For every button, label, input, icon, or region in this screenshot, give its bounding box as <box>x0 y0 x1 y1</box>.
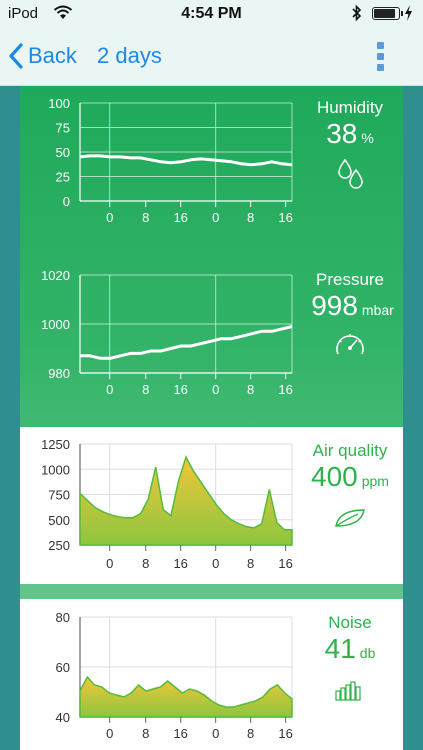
page-title: 2 days <box>97 43 162 68</box>
humidity-series-line <box>79 154 293 167</box>
humidity-x-tick-label: 16 <box>173 210 187 225</box>
pressure-y-tick-label: 980 <box>48 366 70 381</box>
menu-dot <box>377 42 384 49</box>
air-quality-label: Air quality <box>312 441 388 460</box>
humidity-chart: 100 75 50 25 0 0 8 16 0 8 16 <box>20 86 300 240</box>
noise-x-tick-label: 16 <box>173 726 187 741</box>
noise-x-tick-label: 16 <box>278 726 292 741</box>
humidity-x-tick-label: 8 <box>247 210 254 225</box>
humidity-y-tick-label: 0 <box>63 194 70 209</box>
air-quality-chart-svg: 1250 1000 750 500 250 0 8 16 0 8 16 <box>41 437 293 571</box>
humidity-x-tick-label: 8 <box>142 210 149 225</box>
humidity-panel[interactable]: 100 75 50 25 0 0 8 16 0 8 16 Humidity 38% <box>20 86 403 240</box>
noise-label: Noise <box>328 613 372 632</box>
pressure-series-line <box>80 325 293 360</box>
pressure-y-tick-label: 1020 <box>41 268 70 283</box>
air-quality-x-tick-label: 16 <box>278 556 292 571</box>
vertical-dots-menu-icon[interactable] <box>372 40 390 72</box>
noise-series-area <box>79 675 293 718</box>
humidity-value: 38 <box>326 118 358 149</box>
humidity-x-tick-label: 0 <box>106 210 113 225</box>
humidity-chart-svg: 100 75 50 25 0 0 8 16 0 8 16 <box>48 96 293 225</box>
pressure-chart: 1020 1000 980 0 8 16 0 8 16 <box>20 258 300 410</box>
gauge-icon <box>336 334 364 355</box>
noise-x-tick-label: 8 <box>247 726 254 741</box>
battery-icon <box>372 7 400 20</box>
noise-chart: 80 60 40 0 8 16 0 8 16 <box>20 599 300 750</box>
leaf-icon <box>335 509 365 527</box>
air-quality-value-block: 400 ppm <box>290 461 410 493</box>
humidity-y-tick-label: 100 <box>48 96 70 111</box>
pressure-x-tick-label: 0 <box>106 382 113 397</box>
air-quality-x-tick-label: 0 <box>212 556 219 571</box>
humidity-y-tick-label: 25 <box>56 170 70 185</box>
air-quality-series-area <box>79 455 293 546</box>
pressure-x-tick-label: 16 <box>278 382 292 397</box>
status-bar: iPod 4:54 PM <box>0 0 423 28</box>
air-quality-x-tick-label: 16 <box>173 556 187 571</box>
noise-chart-svg: 80 60 40 0 8 16 0 8 16 <box>56 610 293 741</box>
chevron-left-icon <box>9 43 23 69</box>
back-label: Back <box>28 43 77 68</box>
battery-tip <box>401 11 403 16</box>
air-quality-y-tick-label: 1250 <box>41 437 70 452</box>
air-quality-y-tick-label: 750 <box>48 488 70 503</box>
pressure-panel[interactable]: 1020 1000 980 0 8 16 0 8 16 Pressure 998 mbar <box>20 258 403 410</box>
humidity-value-block: 38% <box>290 118 410 150</box>
humidity-y-tick-label: 75 <box>56 121 70 136</box>
air-quality-value: 400 <box>311 461 358 492</box>
humidity-y-tick-label: 50 <box>56 145 70 160</box>
pressure-x-tick-label: 8 <box>247 382 254 397</box>
air-quality-x-tick-label: 8 <box>247 556 254 571</box>
wifi-icon <box>53 5 73 19</box>
bluetooth-icon <box>352 4 362 22</box>
humidity-unit: % <box>361 130 374 146</box>
air-quality-unit: ppm <box>361 473 389 489</box>
air-quality-y-tick-label: 500 <box>48 513 70 528</box>
pressure-x-tick-label: 16 <box>173 382 187 397</box>
pressure-value-block: 998 mbar <box>290 290 415 322</box>
back-button[interactable]: Back <box>8 40 77 72</box>
humidity-x-tick-label: 16 <box>278 210 292 225</box>
noise-x-tick-label: 8 <box>142 726 149 741</box>
humidity-label: Humidity <box>316 98 384 117</box>
noise-value: 41 <box>324 633 356 664</box>
air-quality-panel[interactable]: 1250 1000 750 500 250 0 8 16 0 8 16 Air quality 40… <box>20 427 403 584</box>
bar-graph-icon <box>335 681 361 701</box>
pressure-label: Pressure <box>315 270 385 289</box>
noise-y-tick-label: 40 <box>56 710 70 725</box>
noise-unit: db <box>359 645 376 661</box>
noise-y-tick-label: 60 <box>56 660 70 675</box>
humidity-x-tick-label: 0 <box>212 210 219 225</box>
noise-x-tick-label: 0 <box>212 726 219 741</box>
noise-panel[interactable]: 80 60 40 0 8 16 0 8 16 Noise 41 db <box>20 599 403 750</box>
carrier-name: iPod <box>8 5 39 22</box>
pressure-y-tick-label: 1000 <box>41 317 70 332</box>
water-drops-icon <box>338 158 363 189</box>
pressure-unit: mbar <box>361 302 394 318</box>
pressure-x-tick-label: 8 <box>142 382 149 397</box>
charging-icon <box>405 5 412 21</box>
noise-x-tick-label: 0 <box>106 726 113 741</box>
menu-dot <box>377 53 384 60</box>
noise-value-block: 41 db <box>290 633 410 665</box>
menu-dot <box>377 64 384 71</box>
air-quality-chart: 1250 1000 750 500 250 0 8 16 0 8 16 <box>20 427 300 584</box>
air-quality-x-tick-label: 8 <box>142 556 149 571</box>
status-time: 4:54 PM <box>181 5 242 22</box>
battery-level-fill <box>374 9 395 18</box>
air-quality-y-tick-label: 250 <box>48 538 70 553</box>
navigation-bar: Back 2 days <box>0 28 423 86</box>
pressure-x-tick-label: 0 <box>212 382 219 397</box>
pressure-chart-svg: 1020 1000 980 0 8 16 0 8 16 <box>41 268 293 397</box>
air-quality-y-tick-label: 1000 <box>41 462 70 477</box>
pressure-value: 998 <box>311 290 358 321</box>
air-quality-x-tick-label: 0 <box>106 556 113 571</box>
noise-y-tick-label: 80 <box>56 610 70 625</box>
